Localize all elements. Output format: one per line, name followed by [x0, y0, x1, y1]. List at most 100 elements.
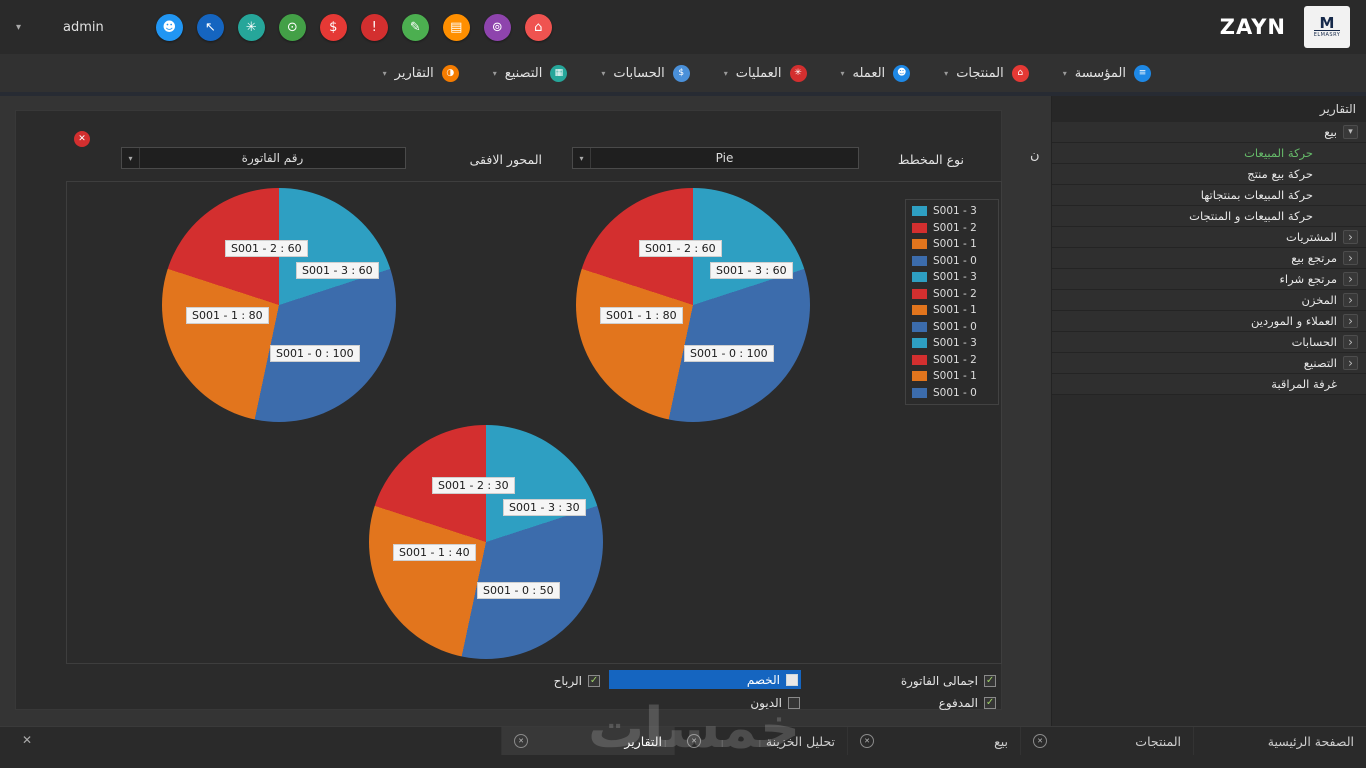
- chevron-left-icon[interactable]: [1343, 272, 1358, 286]
- filter-discount[interactable]: الخصم: [609, 670, 801, 689]
- tab-sales[interactable]: بيع: [847, 727, 1020, 755]
- chevron-left-icon[interactable]: [1343, 356, 1358, 370]
- logged-in-user: admin: [63, 19, 104, 35]
- checkbox-icon[interactable]: [984, 674, 996, 687]
- sidebar-item-control-room[interactable]: غرفة المراقبة: [1052, 374, 1366, 395]
- tab-home[interactable]: الصفحة الرئيسية: [1193, 727, 1366, 755]
- menu-item-accounts[interactable]: $ الحسابات: [601, 64, 690, 82]
- user-icon[interactable]: ☻: [155, 13, 183, 41]
- legend-item: S001 - 1: [912, 304, 992, 316]
- menu-item-reports[interactable]: ◑ التقارير: [383, 64, 459, 82]
- menu-item-manufacturing[interactable]: ▦ التصنيع: [493, 64, 568, 82]
- chevron-left-icon[interactable]: [1343, 251, 1358, 265]
- pie-2[interactable]: [576, 188, 810, 422]
- main-menu-bar: ≡ المؤسسة ⌂ المنتجات ☻ العمله ✳ العمليات…: [0, 54, 1366, 96]
- pie-slice-label: S001 - 3 : 30: [503, 499, 586, 516]
- chevron-down-icon: [724, 69, 728, 78]
- sidebar-title: التقارير: [1052, 96, 1366, 122]
- legend-label: S001 - 1: [933, 238, 977, 250]
- machine-icon: ▦: [550, 64, 568, 82]
- checkbox-icon[interactable]: [984, 696, 996, 709]
- chevron-down-icon[interactable]: [1343, 125, 1358, 139]
- legend-item: S001 - 1: [912, 370, 992, 382]
- legend-label: S001 - 3: [933, 205, 977, 217]
- sidebar-item-label: حركة المبيعات بمنتجاتها: [1200, 188, 1313, 202]
- logo-letter: M: [1319, 14, 1335, 32]
- currency-icon[interactable]: $: [319, 13, 347, 41]
- sidebar-item-warehouse[interactable]: المخزن: [1052, 290, 1366, 311]
- quick-action-icons: ☻ ↖ ✳ ⊙ $ ! ✎ ▤ ⊚ ⌂: [155, 13, 552, 41]
- x-axis-value: رقم الفاتورة: [241, 151, 304, 165]
- pie-slice-label: S001 - 0 : 50: [477, 582, 560, 599]
- close-icon[interactable]: [687, 734, 701, 748]
- pie-3[interactable]: [369, 425, 603, 659]
- logo-text: ELMASRY: [1313, 30, 1341, 38]
- cursor-icon[interactable]: ↖: [196, 13, 224, 41]
- close-icon[interactable]: [1033, 734, 1047, 748]
- sidebar-item-customers-suppliers[interactable]: العملاء و الموردين: [1052, 311, 1366, 332]
- tab-products[interactable]: المنتجات: [1020, 727, 1193, 755]
- sidebar-item-accounts[interactable]: الحسابات: [1052, 332, 1366, 353]
- filter-label: الخصم: [746, 672, 780, 687]
- legend-swatch: [912, 305, 927, 315]
- close-all-icon[interactable]: [22, 733, 32, 747]
- legend-label: S001 - 0: [933, 254, 977, 267]
- chart-type-select[interactable]: Pie: [572, 147, 859, 169]
- chevron-left-icon[interactable]: [1343, 314, 1358, 328]
- checkbox-icon[interactable]: [788, 696, 800, 709]
- badge-icon: ✳: [789, 64, 807, 82]
- legend-swatch: [912, 387, 927, 398]
- close-icon[interactable]: [74, 131, 90, 147]
- chevron-left-icon[interactable]: [1343, 335, 1358, 349]
- legend-label: S001 - 1: [933, 370, 977, 382]
- sidebar-item-sales-and-products[interactable]: حركة المبيعات و المنتجات: [1052, 206, 1366, 227]
- sidebar-item-product-sales-movement[interactable]: حركة بيع منتج: [1052, 164, 1366, 185]
- filter-invoice-total[interactable]: اجمالى الفاتورة: [901, 671, 996, 690]
- sidebar-item-purchases[interactable]: المشتريات: [1052, 227, 1366, 248]
- sidebar-item-manufacturing[interactable]: التصنيع: [1052, 353, 1366, 374]
- x-axis-select[interactable]: رقم الفاتورة: [121, 147, 406, 169]
- tab-treasury-analysis[interactable]: تحليل الخزينة: [674, 727, 847, 755]
- edit-icon[interactable]: ✎: [401, 13, 429, 41]
- sidebar-item-sales-returns[interactable]: مرتجع بيع: [1052, 248, 1366, 269]
- pie-chart-3: S001 - 3 : 30 S001 - 2 : 30 S001 - 1 : 4…: [369, 425, 603, 659]
- sidebar-item-label: حركة المبيعات و المنتجات: [1189, 209, 1313, 223]
- filter-profit[interactable]: الرباح: [554, 671, 600, 690]
- menu-item-organization[interactable]: ≡ المؤسسة: [1063, 64, 1151, 82]
- filter-label: اجمالى الفاتورة: [900, 673, 978, 688]
- menu-label: العمله: [852, 65, 886, 81]
- checkbox-icon[interactable]: [588, 674, 600, 687]
- menu-item-operations[interactable]: ✳ العمليات: [724, 64, 807, 82]
- chart-type-label: نوع المخطط: [897, 152, 964, 167]
- bell-icon[interactable]: !: [360, 13, 388, 41]
- chart-type-value: Pie: [715, 151, 734, 165]
- chevron-left-icon[interactable]: [1343, 293, 1358, 307]
- sidebar-item-sales-with-products[interactable]: حركة المبيعات بمنتجاتها: [1052, 185, 1366, 206]
- close-icon[interactable]: [860, 734, 874, 748]
- archive-icon[interactable]: ▤: [442, 13, 470, 41]
- menu-label: المؤسسة: [1074, 65, 1126, 81]
- x-axis-label: المحور الافقى: [469, 152, 542, 167]
- chevron-down-icon[interactable]: [16, 22, 21, 33]
- sidebar-item-purchase-returns[interactable]: مرتجع شراء: [1052, 269, 1366, 290]
- sidebar-item-sales-movement[interactable]: حركة المبيعات: [1052, 143, 1366, 164]
- clock-icon[interactable]: ⊙: [278, 13, 306, 41]
- filter-debts[interactable]: الديون: [750, 693, 800, 712]
- sidebar-item-sales-group[interactable]: بيع: [1052, 122, 1366, 143]
- legend-swatch: [912, 371, 927, 381]
- menu-item-products[interactable]: ⌂ المنتجات: [944, 64, 1029, 82]
- pie-slice-label: S001 - 2 : 60: [639, 240, 722, 257]
- menu-label: المنتجات: [956, 65, 1004, 81]
- menu-label: الحسابات: [613, 65, 665, 81]
- pie-1[interactable]: [162, 188, 396, 422]
- close-icon[interactable]: [514, 734, 528, 748]
- chevron-left-icon[interactable]: [1343, 230, 1358, 244]
- home-icon[interactable]: ⌂: [524, 13, 552, 41]
- filter-paid[interactable]: المدفوع: [939, 693, 996, 712]
- tab-reports[interactable]: التقارير: [501, 727, 674, 755]
- checkbox-icon[interactable]: [786, 673, 798, 686]
- asterisk-icon[interactable]: ✳: [237, 13, 265, 41]
- menu-item-customers[interactable]: ☻ العمله: [841, 64, 911, 82]
- search-icon[interactable]: ⊚: [483, 13, 511, 41]
- legend-item: S001 - 3: [912, 205, 992, 217]
